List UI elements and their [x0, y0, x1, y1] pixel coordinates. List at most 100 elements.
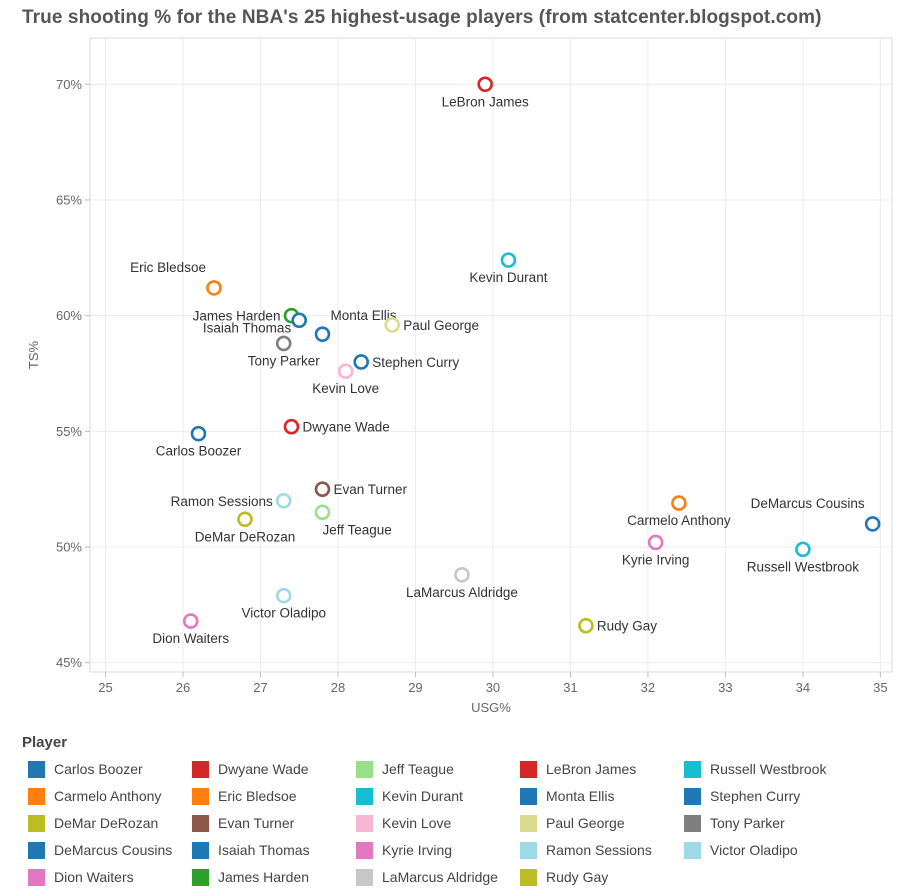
- data-label: Kevin Durant: [469, 270, 547, 285]
- legend-label: DeMarcus Cousins: [54, 842, 173, 858]
- plot-frame: [89, 37, 893, 673]
- x-tick-label: 30: [486, 680, 500, 695]
- data-label: LaMarcus Aldridge: [406, 585, 518, 600]
- legend-item: James Harden: [192, 867, 309, 887]
- legend-swatch: [192, 760, 209, 778]
- legend-item: Tony Parker: [684, 813, 785, 833]
- legend-swatch: [28, 814, 45, 832]
- data-point: [283, 418, 300, 435]
- legend-item: Kevin Durant: [356, 786, 463, 806]
- legend-item: Ramon Sessions: [520, 840, 652, 860]
- legend-item: DeMarcus Cousins: [28, 840, 172, 860]
- y-tick-label: 55%: [56, 424, 82, 439]
- legend: Player Carlos Boozer Carmelo Anthony DeMar…: [0, 728, 900, 895]
- legend-title: Player: [22, 734, 68, 751]
- legend-label: Tony Parker: [710, 815, 785, 831]
- data-label: DeMar DeRozan: [195, 529, 296, 544]
- data-label: Ramon Sessions: [171, 494, 273, 509]
- y-tick-label: 70%: [56, 77, 82, 92]
- legend-swatch: [192, 814, 209, 832]
- x-tick-label: 34: [796, 680, 810, 695]
- data-label: Jeff Teague: [322, 522, 391, 537]
- data-point: [190, 425, 207, 442]
- data-point: [337, 363, 354, 379]
- data-point: [314, 326, 331, 342]
- legend-label: Paul George: [546, 815, 625, 831]
- legend-label: Dwyane Wade: [218, 761, 309, 777]
- legend-swatch: [356, 787, 373, 805]
- data-point: [237, 511, 253, 528]
- legend-label: Monta Ellis: [546, 788, 615, 804]
- data-label: James Harden: [193, 309, 281, 324]
- x-tick-label: 26: [176, 680, 190, 695]
- legend-label: Russell Westbrook: [710, 761, 827, 777]
- scatter-plot: 25 26 27 28 29 30 31 32 33 34 35 45% 50% 55% 60% 65% 70%…: [26, 37, 893, 715]
- legend-label: Kevin Love: [382, 815, 452, 831]
- x-tick-label: 35: [873, 680, 887, 695]
- legend-item: Carlos Boozer: [28, 759, 143, 779]
- legend-item: Russell Westbrook: [684, 759, 826, 779]
- legend-swatch: [520, 814, 537, 832]
- legend-item: DeMar DeRozan: [28, 813, 158, 833]
- legend-swatch: [520, 760, 537, 778]
- data-point: [477, 76, 493, 93]
- data-point: [671, 495, 687, 511]
- legend-swatch: [356, 814, 373, 832]
- legend-label: Victor Oladipo: [710, 842, 798, 858]
- legend-swatch: [28, 760, 45, 778]
- data-label: LeBron James: [442, 94, 529, 109]
- legend-swatch: [684, 787, 701, 805]
- data-label: Paul George: [403, 318, 479, 333]
- legend-label: DeMar DeRozan: [54, 815, 159, 831]
- data-label: Russell Westbrook: [747, 559, 860, 574]
- legend-swatch: [520, 841, 537, 859]
- legend-swatch: [520, 868, 537, 886]
- legend-swatch: [356, 868, 373, 886]
- data-label: Isaiah Thomas: [203, 320, 292, 335]
- legend-label: Ramon Sessions: [546, 842, 652, 858]
- legend-swatch: [28, 841, 45, 859]
- x-tick-label: 25: [98, 680, 112, 695]
- y-axis-label: TS%: [26, 340, 41, 369]
- data-label: Carlos Boozer: [156, 444, 242, 459]
- x-tick-label: 33: [718, 680, 732, 695]
- legend-label: James Harden: [218, 869, 310, 885]
- legend-swatch: [28, 868, 45, 886]
- data-label: Victor Oladipo: [241, 606, 326, 621]
- legend-item: Carmelo Anthony: [28, 786, 161, 806]
- legend-label: Stephen Curry: [710, 788, 801, 804]
- x-tick-label: 32: [641, 680, 655, 695]
- y-tick-label: 60%: [56, 308, 82, 323]
- data-label: Dwyane Wade: [302, 420, 389, 435]
- legend-item: LeBron James: [520, 759, 636, 779]
- y-tick-label: 50%: [56, 540, 82, 555]
- legend-label: Evan Turner: [218, 815, 295, 831]
- data-point: [275, 335, 292, 352]
- data-point: [291, 312, 308, 329]
- data-label: Dion Waiters: [152, 631, 229, 646]
- legend-label: Eric Bledsoe: [218, 788, 297, 804]
- x-tick-label: 31: [563, 680, 577, 695]
- legend-label: Kevin Durant: [382, 788, 463, 804]
- data-point: [275, 492, 292, 509]
- legend-swatch: [192, 868, 209, 886]
- legend-item: Rudy Gay: [520, 867, 608, 887]
- data-point: [353, 354, 370, 370]
- legend-label: Carlos Boozer: [54, 761, 143, 777]
- legend-swatch: [684, 814, 701, 832]
- data-point: [864, 516, 881, 532]
- legend-item: Eric Bledsoe: [192, 786, 297, 806]
- legend-item: Dion Waiters: [28, 867, 134, 887]
- legend-item: LaMarcus Aldridge: [356, 867, 498, 887]
- data-point: [454, 567, 470, 583]
- data-point: [182, 613, 199, 629]
- legend-swatch: [684, 760, 701, 778]
- legend-swatch: [356, 760, 373, 778]
- data-label: Carmelo Anthony: [627, 513, 731, 528]
- chart-title: True shooting % for the NBA's 25 highest…: [22, 7, 822, 28]
- legend-label: Carmelo Anthony: [54, 788, 162, 804]
- data-point: [206, 280, 222, 296]
- legend-label: Kyrie Irving: [382, 842, 453, 858]
- data-point: [795, 541, 811, 558]
- data-label: Monta Ellis: [330, 308, 396, 323]
